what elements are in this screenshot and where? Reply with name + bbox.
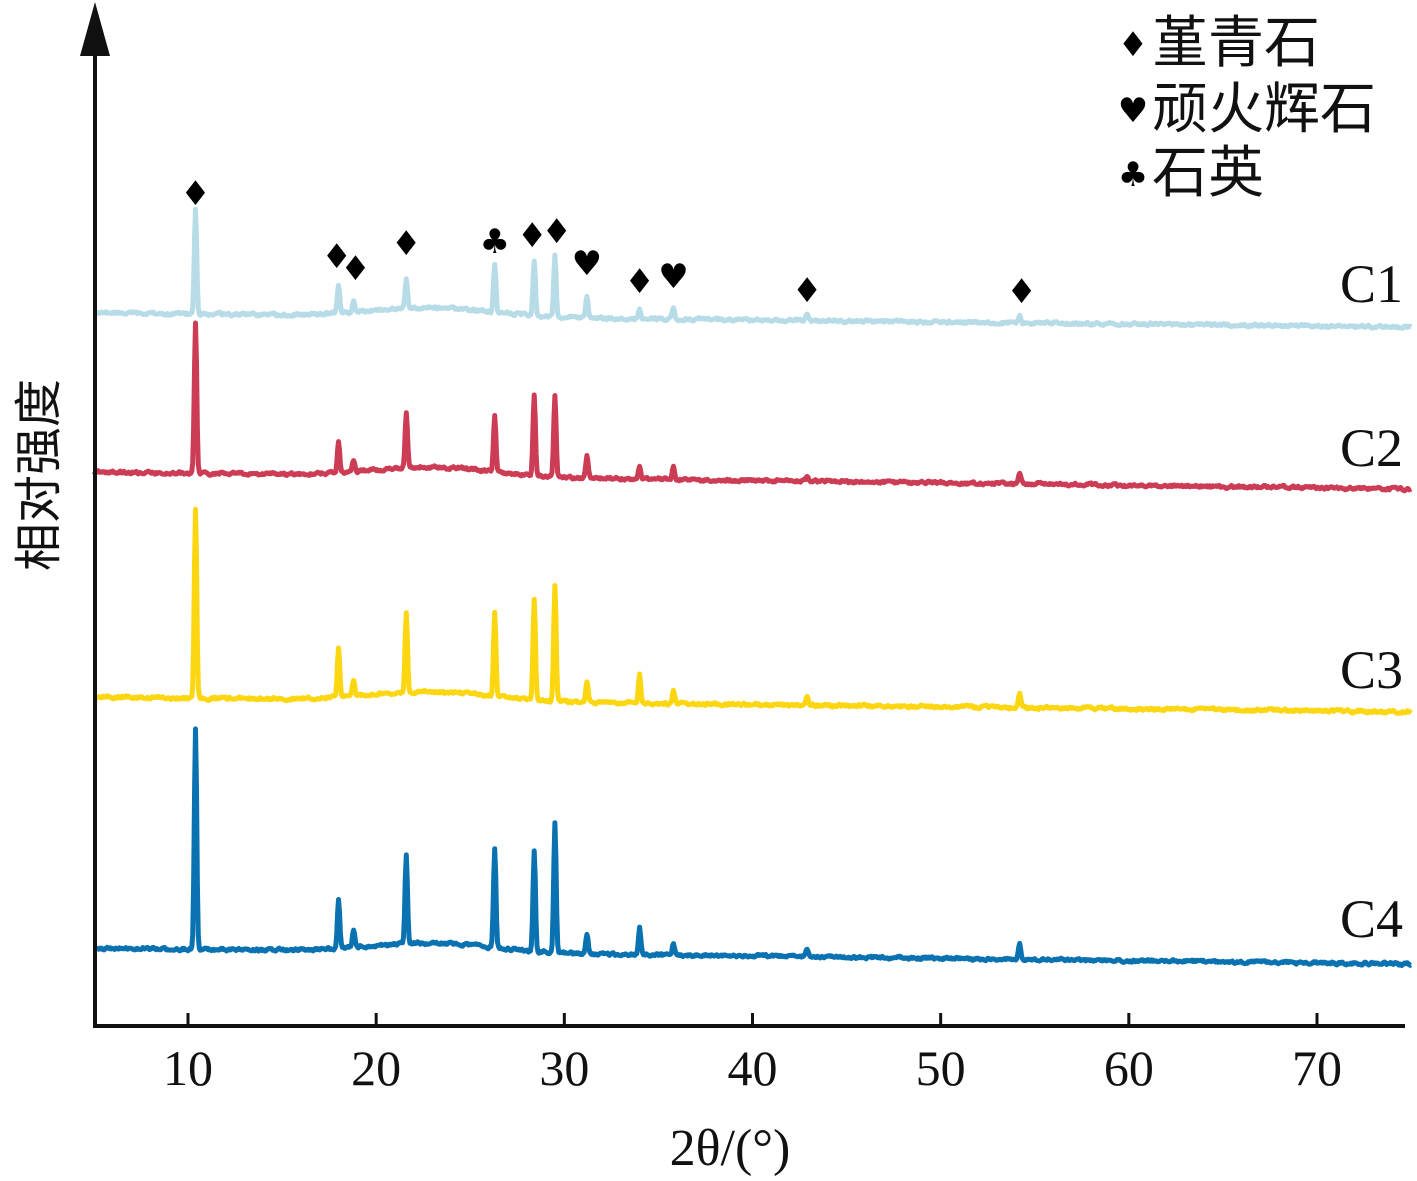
- peak-marker-11: ♦: [1006, 272, 1036, 312]
- x-ticks: 10 20 30 40 50 60 70: [163, 1013, 1342, 1096]
- legend-label-0: 堇青石: [1152, 11, 1320, 76]
- x-tick-label-30: 30: [539, 1040, 589, 1096]
- peak-annotations: ♦♦♦♦ ♣ ♦♦♥ ♦ ♥ ♦ ♦: [180, 174, 1037, 312]
- series-layer: [91, 206, 1413, 968]
- axes: [80, 2, 1405, 1028]
- x-tick-label-70: 70: [1292, 1040, 1342, 1096]
- legend-label-1: 顽火辉石: [1152, 77, 1376, 142]
- series-line-c4: [92, 726, 1413, 968]
- legend-symbol-2: ♣: [1118, 155, 1148, 195]
- series-label-c1: C1: [1340, 254, 1403, 314]
- series-label-c3: C3: [1340, 640, 1403, 700]
- x-tick-label-50: 50: [916, 1040, 966, 1096]
- series-line-c1: [92, 206, 1413, 331]
- series-line-c2: [91, 320, 1413, 494]
- peak-marker-1: ♦: [321, 237, 351, 277]
- peak-marker-5: ♦: [517, 216, 547, 256]
- peak-marker-6: ♦: [542, 212, 572, 252]
- peak-marker-9: ♥: [658, 257, 688, 297]
- series-labels: C1 C2 C3 C4: [1340, 254, 1403, 949]
- legend: ♦ 堇青石♥ 顽火辉石♣ 石英: [1118, 11, 1376, 206]
- peak-marker-0: ♦: [180, 174, 210, 214]
- peak-marker-10: ♦: [792, 271, 822, 311]
- series-label-c4: C4: [1340, 889, 1403, 949]
- legend-symbol-0: ♦: [1118, 25, 1148, 65]
- x-tick-label-60: 60: [1104, 1040, 1154, 1096]
- x-tick-label-20: 20: [351, 1040, 401, 1096]
- x-tick-label-10: 10: [163, 1040, 213, 1096]
- series-line-c3: [92, 506, 1413, 716]
- peak-marker-3: ♦: [391, 224, 421, 264]
- legend-symbol-1: ♥: [1118, 91, 1148, 131]
- peak-marker-2: ♦: [340, 249, 370, 289]
- x-tick-label-40: 40: [728, 1040, 778, 1096]
- y-axis-title: 相对强度: [11, 379, 67, 571]
- x-axis-title: 2θ/(°): [670, 1120, 791, 1177]
- peak-marker-4: ♣: [479, 222, 509, 262]
- legend-label-2: 石英: [1152, 141, 1264, 206]
- peak-marker-7: ♥: [572, 244, 602, 284]
- peak-marker-8: ♦: [624, 262, 654, 302]
- series-label-c2: C2: [1340, 418, 1403, 478]
- y-axis-arrow: [80, 2, 110, 56]
